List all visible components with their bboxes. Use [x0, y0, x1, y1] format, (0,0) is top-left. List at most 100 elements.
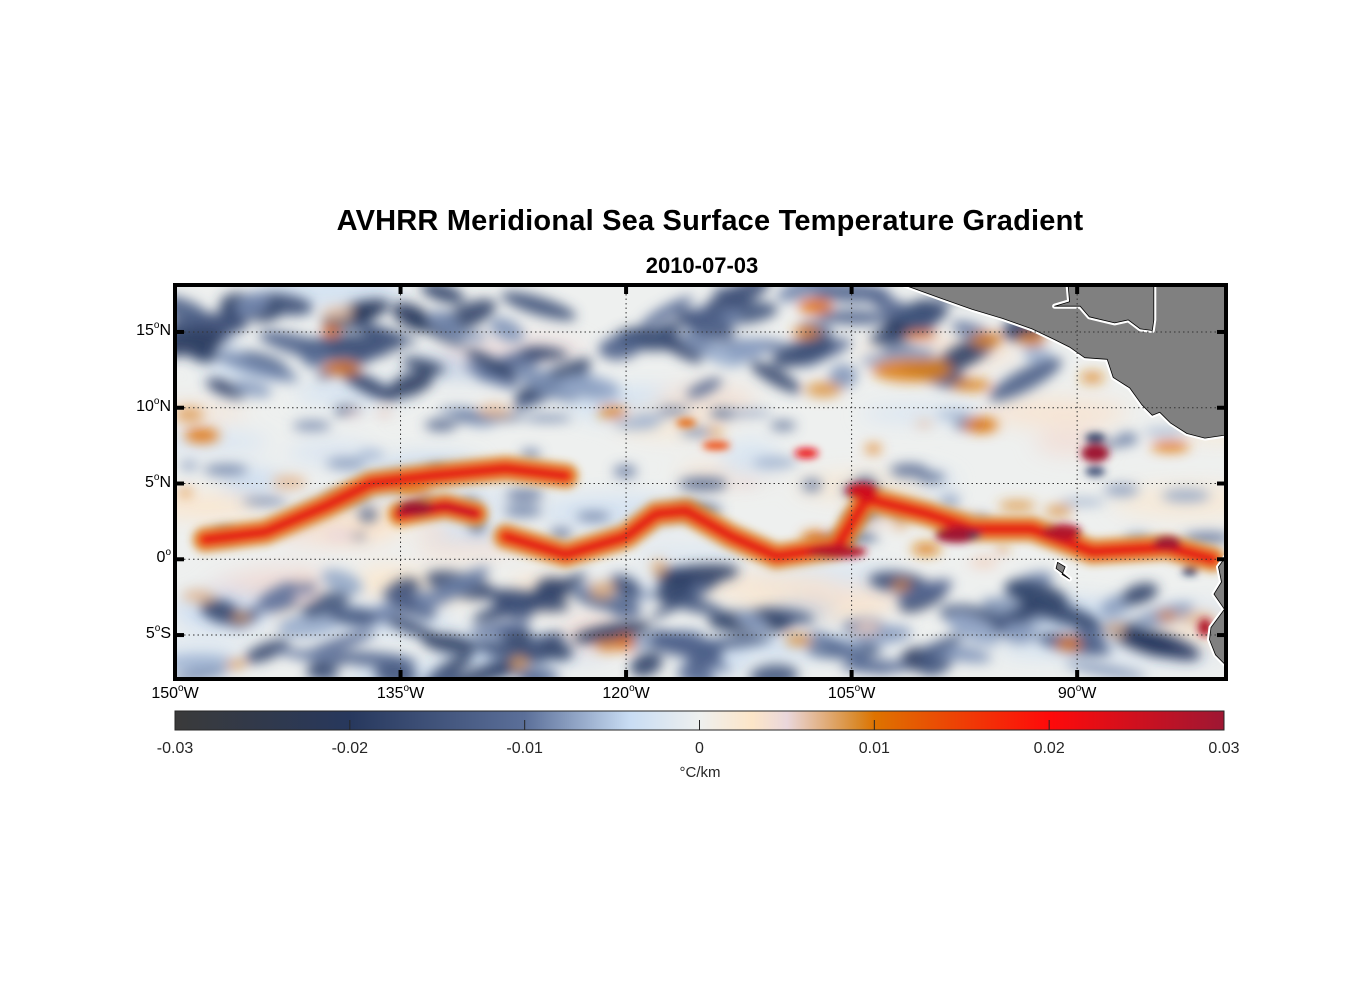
warm-gradient-patch	[806, 544, 867, 559]
hemisphere-letter: W	[183, 685, 199, 702]
cold-gradient-patch	[300, 342, 330, 368]
cold-gradient-patch	[199, 598, 243, 625]
warm-gradient-patch	[323, 323, 339, 339]
cold-gradient-patch	[501, 291, 577, 321]
chart-title: AVHRR Meridional Sea Surface Temperature…	[336, 205, 1084, 237]
cold-gradient-patch	[801, 478, 822, 492]
warm-gradient-patch	[597, 405, 628, 419]
lat-tick-number: 5	[144, 473, 154, 491]
hemisphere-letter: N	[159, 397, 171, 415]
cold-gradient-patch	[917, 472, 946, 483]
cold-gradient-patch	[828, 364, 858, 389]
cold-gradient-patch	[749, 360, 802, 393]
warm-gradient-patch	[792, 325, 821, 338]
cold-gradient-patch	[890, 463, 928, 477]
cold-gradient-patch	[613, 465, 638, 478]
warm-gradient-patch	[676, 418, 697, 427]
warm-gradient-patch	[294, 571, 311, 584]
hemisphere-letter: W	[1081, 685, 1097, 702]
cold-gradient-patch	[854, 476, 877, 484]
cold-gradient-patch	[522, 414, 573, 423]
warm-gradient-patch	[702, 441, 731, 450]
cold-gradient-patch	[465, 348, 518, 380]
lat-tick-number: 10	[136, 397, 154, 415]
cold-gradient-patch	[326, 457, 366, 470]
warm-gradient-patch	[1080, 372, 1105, 383]
cold-gradient-patch	[347, 320, 417, 345]
lon-tick-number: 120	[602, 685, 630, 702]
cold-gradient-patch	[420, 285, 465, 304]
cold-gradient-patch	[464, 362, 520, 389]
warm-gradient-patch	[324, 527, 354, 542]
warm-gradient-patch	[651, 559, 666, 576]
cold-gradient-patch	[770, 421, 797, 431]
cold-gradient-patch	[517, 671, 547, 679]
warm-gradient-patch	[596, 640, 621, 652]
lat-tick-number: 5	[145, 625, 155, 643]
warm-gradient-patch	[784, 634, 813, 646]
cold-gradient-patch	[292, 421, 332, 431]
cold-gradient-patch	[301, 590, 351, 619]
cold-gradient-patch	[896, 579, 953, 603]
cold-gradient-patch	[860, 346, 935, 367]
cold-gradient-patch	[513, 365, 579, 403]
cold-gradient-patch	[391, 302, 435, 332]
cold-gradient-patch	[576, 512, 611, 521]
lat-tick-label: 5oN	[111, 472, 171, 492]
cold-gradient-patch	[771, 335, 836, 368]
cold-gradient-patch	[489, 317, 524, 343]
warm-gradient-patch	[271, 475, 307, 490]
colorbar-tick-label: 0	[695, 740, 704, 757]
lon-tick-label: 105oW	[812, 683, 892, 703]
cold-gradient-patch	[175, 330, 225, 357]
cold-gradient-patch	[810, 631, 887, 675]
cold-gradient-patch	[611, 606, 643, 619]
warm-gradient-patch	[1150, 441, 1190, 452]
cold-gradient-patch	[678, 477, 729, 491]
cold-gradient-patch	[657, 406, 690, 415]
warm-gradient-patch	[511, 656, 528, 670]
lon-tick-number: 90	[1057, 685, 1076, 702]
cold-gradient-patch	[179, 461, 199, 471]
cold-gradient-patch	[244, 639, 290, 664]
warm-gradient-patch	[322, 361, 360, 375]
cold-gradient-patch	[235, 292, 270, 316]
degree-symbol: o	[1075, 683, 1082, 694]
cold-gradient-patch	[503, 504, 543, 518]
cold-gradient-patch	[653, 627, 731, 673]
degree-symbol: o	[854, 683, 861, 694]
cold-gradient-patch	[609, 574, 642, 598]
colorbar-tick-label: -0.02	[331, 740, 369, 757]
hemisphere-letter: N	[159, 321, 171, 339]
cold-gradient-patch	[613, 417, 660, 430]
warm-gradient-patch	[951, 379, 992, 392]
cold-gradient-patch	[936, 410, 973, 419]
warm-gradient-patch	[175, 407, 204, 423]
warm-gradient-patch	[184, 428, 220, 443]
cold-gradient-patch	[654, 334, 703, 364]
warm-gradient-patch	[968, 555, 1000, 571]
cold-gradient-patch	[469, 622, 530, 637]
cold-gradient-patch	[414, 566, 490, 612]
cold-gradient-patch	[680, 427, 717, 437]
degree-symbol: o	[403, 683, 410, 694]
cold-gradient-patch	[640, 296, 693, 327]
warm-gradient-patch	[1156, 611, 1179, 621]
gradient-cell	[175, 493, 261, 520]
cold-gradient-patch	[242, 498, 288, 505]
cold-gradient-patch	[467, 418, 496, 428]
lat-tick-label: 0o	[111, 548, 171, 567]
cold-gradient-patch	[175, 654, 232, 670]
land-galapagos-coastline	[1055, 561, 1070, 580]
cold-gradient-patch	[321, 299, 390, 328]
degree-symbol: o	[178, 683, 184, 694]
warm-gradient-patch	[226, 659, 246, 669]
colorbar-tick-label: -0.03	[156, 740, 194, 757]
cold-gradient-patch	[655, 564, 740, 586]
cold-gradient-patch	[1127, 629, 1200, 661]
cold-gradient-patch	[946, 613, 1001, 647]
warm-gradient-patch	[322, 306, 354, 321]
lon-tick-label: 120oW	[586, 684, 666, 703]
cold-gradient-patch	[1161, 489, 1211, 503]
cold-gradient-patch	[939, 494, 961, 508]
